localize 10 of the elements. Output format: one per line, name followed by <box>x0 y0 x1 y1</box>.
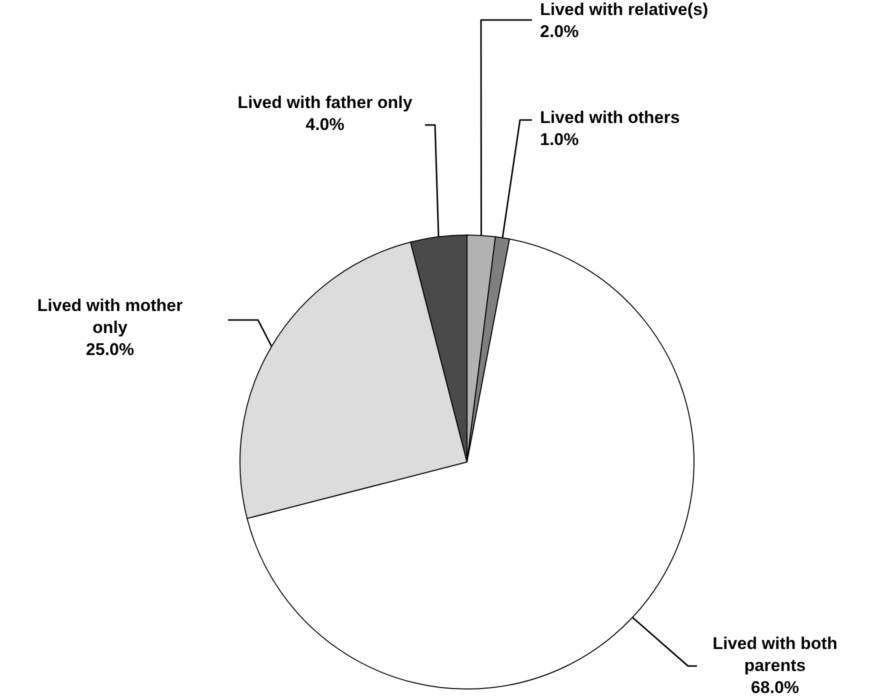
data-label: 68.0% <box>750 678 800 697</box>
slice-label: Lived with both parents <box>712 634 838 675</box>
slice-label: Lived with mother only <box>37 296 184 337</box>
slice-label: Lived with others <box>540 108 680 127</box>
slice-label: Lived with father only <box>238 93 413 112</box>
data-label: 4.0% <box>306 115 344 134</box>
slice-label: Lived with relative(s) <box>540 0 708 19</box>
data-label: 1.0% <box>540 130 579 149</box>
data-label: 2.0% <box>540 22 579 41</box>
data-label: 25.0% <box>86 340 134 359</box>
